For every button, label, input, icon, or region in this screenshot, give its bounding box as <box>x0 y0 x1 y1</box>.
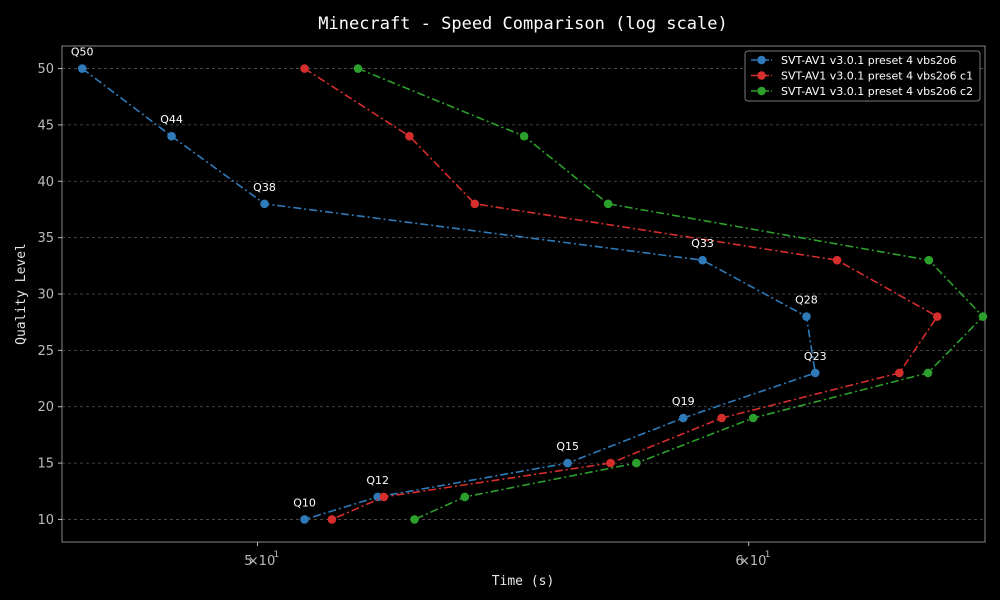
point-annotation: Q23 <box>804 350 827 363</box>
data-point <box>470 199 480 209</box>
x-tick-label: 6×101 <box>735 550 770 569</box>
y-axis-ticks: 10 15 20 25 30 35 40 45 50 <box>37 62 62 528</box>
data-point <box>810 368 820 378</box>
x-tick-base: 5 <box>244 554 252 569</box>
data-point <box>519 131 529 141</box>
legend-entry: SVT-AV1 v3.0.1 preset 4 vbs2o6 c1 <box>751 70 973 83</box>
legend-marker <box>757 71 766 80</box>
point-annotation: Q38 <box>253 181 276 194</box>
series-2 <box>353 64 988 524</box>
point-annotations: Q50 Q44 Q38 Q33 Q28 Q23 Q19 Q15 Q12 Q10 <box>71 46 827 510</box>
x-tick-base: 6 <box>735 554 743 569</box>
legend-box <box>744 50 981 102</box>
series-line <box>304 67 939 521</box>
point-annotation: Q19 <box>672 395 695 408</box>
data-point <box>802 312 811 321</box>
data-point <box>924 255 934 265</box>
point-annotation: Q28 <box>795 294 818 307</box>
point-annotation: Q12 <box>366 474 389 487</box>
data-point <box>632 458 641 468</box>
data-point <box>300 515 309 524</box>
data-point <box>923 368 933 378</box>
point-annotation: Q50 <box>71 46 94 59</box>
series-0 <box>77 64 820 524</box>
data-point <box>460 492 470 502</box>
data-point <box>373 492 382 502</box>
y-tick-label: 10 <box>37 513 54 528</box>
y-tick-label: 30 <box>37 288 54 303</box>
data-point <box>606 458 615 468</box>
y-tick-label: 35 <box>37 231 54 246</box>
point-annotation: Q15 <box>556 440 579 453</box>
data-point <box>379 492 389 502</box>
data-point <box>260 199 269 209</box>
legend-label: SVT-AV1 v3.0.1 preset 4 vbs2o6 <box>781 54 957 67</box>
data-point <box>748 413 758 423</box>
y-axis-label: Quality Level <box>14 243 29 345</box>
y-tick-label: 40 <box>37 175 54 190</box>
legend: SVT-AV1 v3.0.1 preset 4 vbs2o6 SVT-AV1 v3… <box>744 50 981 102</box>
x-tick-times: ×10 <box>248 554 275 569</box>
data-point <box>167 131 176 141</box>
data-point <box>895 368 904 378</box>
point-annotation: Q10 <box>293 496 316 509</box>
y-tick-label: 25 <box>37 344 54 359</box>
data-point <box>405 131 414 141</box>
data-point <box>353 64 363 73</box>
data-point <box>327 515 337 524</box>
y-tick-label: 20 <box>37 400 54 415</box>
y-tick-label: 50 <box>37 62 54 77</box>
data-point <box>678 413 688 423</box>
x-tick-times: ×10 <box>739 554 766 569</box>
data-point <box>717 413 726 423</box>
y-tick-label: 45 <box>37 118 54 133</box>
x-axis-ticks: 5×101 6×101 <box>244 542 770 569</box>
legend-entry: SVT-AV1 v3.0.1 preset 4 vbs2o6 c2 <box>751 85 973 98</box>
data-point <box>832 255 842 265</box>
point-annotation: Q33 <box>691 237 714 250</box>
data-point <box>978 312 988 321</box>
data-point <box>410 515 419 524</box>
series-line <box>81 67 817 521</box>
data-point <box>698 255 707 265</box>
series-layer <box>77 64 988 524</box>
x-axis-label: Time (s) <box>492 574 555 589</box>
legend-label: SVT-AV1 v3.0.1 preset 4 vbs2o6 c2 <box>781 85 973 98</box>
x-tick-exponent: 1 <box>765 550 771 560</box>
series-1 <box>300 64 942 524</box>
chart-title: Minecraft - Speed Comparison (log scale) <box>318 14 727 34</box>
x-tick-label: 5×101 <box>244 550 279 569</box>
legend-marker <box>757 55 766 65</box>
legend-marker <box>757 86 766 96</box>
data-point <box>932 312 942 321</box>
data-point <box>603 199 613 209</box>
x-tick-exponent: 1 <box>274 550 280 560</box>
legend-label: SVT-AV1 v3.0.1 preset 4 vbs2o6 c1 <box>781 70 973 83</box>
data-point <box>77 64 87 73</box>
data-point <box>300 64 309 73</box>
point-annotation: Q44 <box>160 113 183 126</box>
data-point <box>563 458 572 468</box>
y-tick-label: 15 <box>37 457 54 472</box>
legend-entry: SVT-AV1 v3.0.1 preset 4 vbs2o6 <box>751 54 957 67</box>
